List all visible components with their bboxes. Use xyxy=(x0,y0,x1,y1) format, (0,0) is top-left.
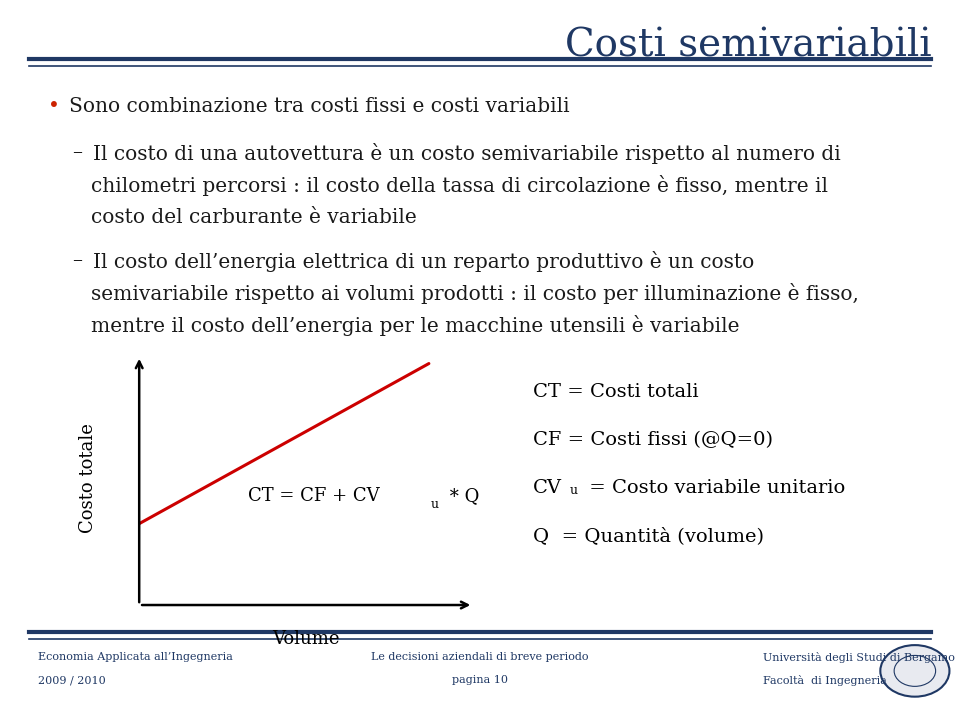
Text: CF = Costi fissi (@Q=0): CF = Costi fissi (@Q=0) xyxy=(533,431,773,449)
Text: CT = CF + CV: CT = CF + CV xyxy=(249,487,380,505)
Text: Volume: Volume xyxy=(273,631,340,649)
Text: CT = Costi totali: CT = Costi totali xyxy=(533,383,699,401)
Text: costo del carburante è variabile: costo del carburante è variabile xyxy=(91,208,417,227)
Text: Facoltà  di Ingegneria: Facoltà di Ingegneria xyxy=(763,674,887,686)
Text: * Q: * Q xyxy=(444,487,480,505)
Text: –: – xyxy=(72,251,82,270)
Text: semivariabile rispetto ai volumi prodotti : il costo per illuminazione è fisso,: semivariabile rispetto ai volumi prodott… xyxy=(91,283,859,304)
Text: •: • xyxy=(48,97,60,116)
Text: Università degli Studi di Bergamo: Università degli Studi di Bergamo xyxy=(763,652,955,663)
Text: –: – xyxy=(72,143,82,163)
Text: = Costo variabile unitario: = Costo variabile unitario xyxy=(583,479,845,497)
Text: mentre il costo dell’energia per le macchine utensili è variabile: mentre il costo dell’energia per le macc… xyxy=(91,315,740,336)
Text: Q  = Quantità (volume): Q = Quantità (volume) xyxy=(533,527,764,545)
Text: pagina 10: pagina 10 xyxy=(452,675,508,685)
Text: Economia Applicata all’Ingegneria: Economia Applicata all’Ingegneria xyxy=(38,652,233,662)
Circle shape xyxy=(880,645,949,697)
Text: 2009 / 2010: 2009 / 2010 xyxy=(38,675,107,685)
Text: Costi semivariabili: Costi semivariabili xyxy=(564,27,931,64)
Text: chilometri percorsi : il costo della tassa di circolazione è fisso, mentre il: chilometri percorsi : il costo della tas… xyxy=(91,175,828,196)
Text: u: u xyxy=(569,484,577,497)
Text: Il costo dell’energia elettrica di un reparto produttivo è un costo: Il costo dell’energia elettrica di un re… xyxy=(93,251,755,271)
Text: u: u xyxy=(431,498,439,511)
Text: CV: CV xyxy=(533,479,562,497)
Text: Il costo di una autovettura è un costo semivariabile rispetto al numero di: Il costo di una autovettura è un costo s… xyxy=(93,143,841,164)
Text: Le decisioni aziendali di breve periodo: Le decisioni aziendali di breve periodo xyxy=(372,652,588,662)
Text: Costo totale: Costo totale xyxy=(79,423,97,533)
Text: Sono combinazione tra costi fissi e costi variabili: Sono combinazione tra costi fissi e cost… xyxy=(69,97,569,116)
